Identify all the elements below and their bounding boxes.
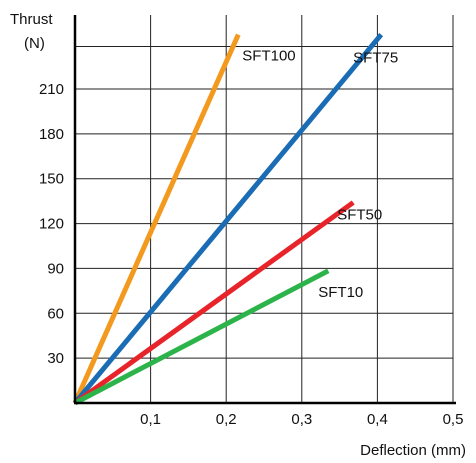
series-line-sft10	[73, 268, 330, 406]
y-tick-label-5: 180	[39, 126, 64, 143]
series-label-sft75: SFT75	[353, 50, 398, 67]
horizontal-gridlines	[75, 46, 453, 359]
y-tick-label-0: 30	[47, 350, 64, 367]
x-tick-label-4: 0,5	[443, 411, 464, 428]
y-tick-labels: 30 60 90 120 150 180 210	[39, 81, 64, 367]
x-axis-title: Deflection (mm)	[360, 442, 466, 459]
x-tick-label-0: 0,1	[140, 411, 161, 428]
series-lines	[72, 33, 384, 406]
x-tick-label-3: 0,4	[367, 411, 388, 428]
series-line-sft100	[72, 33, 241, 405]
series-label-sft10: SFT10	[318, 284, 363, 301]
x-tick-label-2: 0,3	[291, 411, 312, 428]
series-labels: SFT100 SFT75 SFT50 SFT10	[242, 48, 398, 301]
y-tick-label-2: 90	[47, 260, 64, 277]
y-axis-title-line1: Thrust	[10, 11, 53, 28]
series-label-sft100: SFT100	[242, 48, 295, 65]
series-line-sft75	[73, 33, 384, 405]
y-tick-label-4: 150	[39, 171, 64, 188]
y-axis-title-line2: (N)	[24, 35, 45, 52]
y-tick-label-6: 210	[39, 81, 64, 98]
series-label-sft50: SFT50	[337, 206, 382, 223]
y-tick-label-1: 60	[47, 305, 64, 322]
y-tick-label-3: 120	[39, 216, 64, 233]
vertical-gridlines	[150, 15, 454, 403]
x-tick-labels: 0,1 0,2 0,3 0,4 0,5	[140, 411, 463, 428]
x-tick-label-1: 0,2	[216, 411, 237, 428]
series-line-sft50	[73, 200, 355, 406]
